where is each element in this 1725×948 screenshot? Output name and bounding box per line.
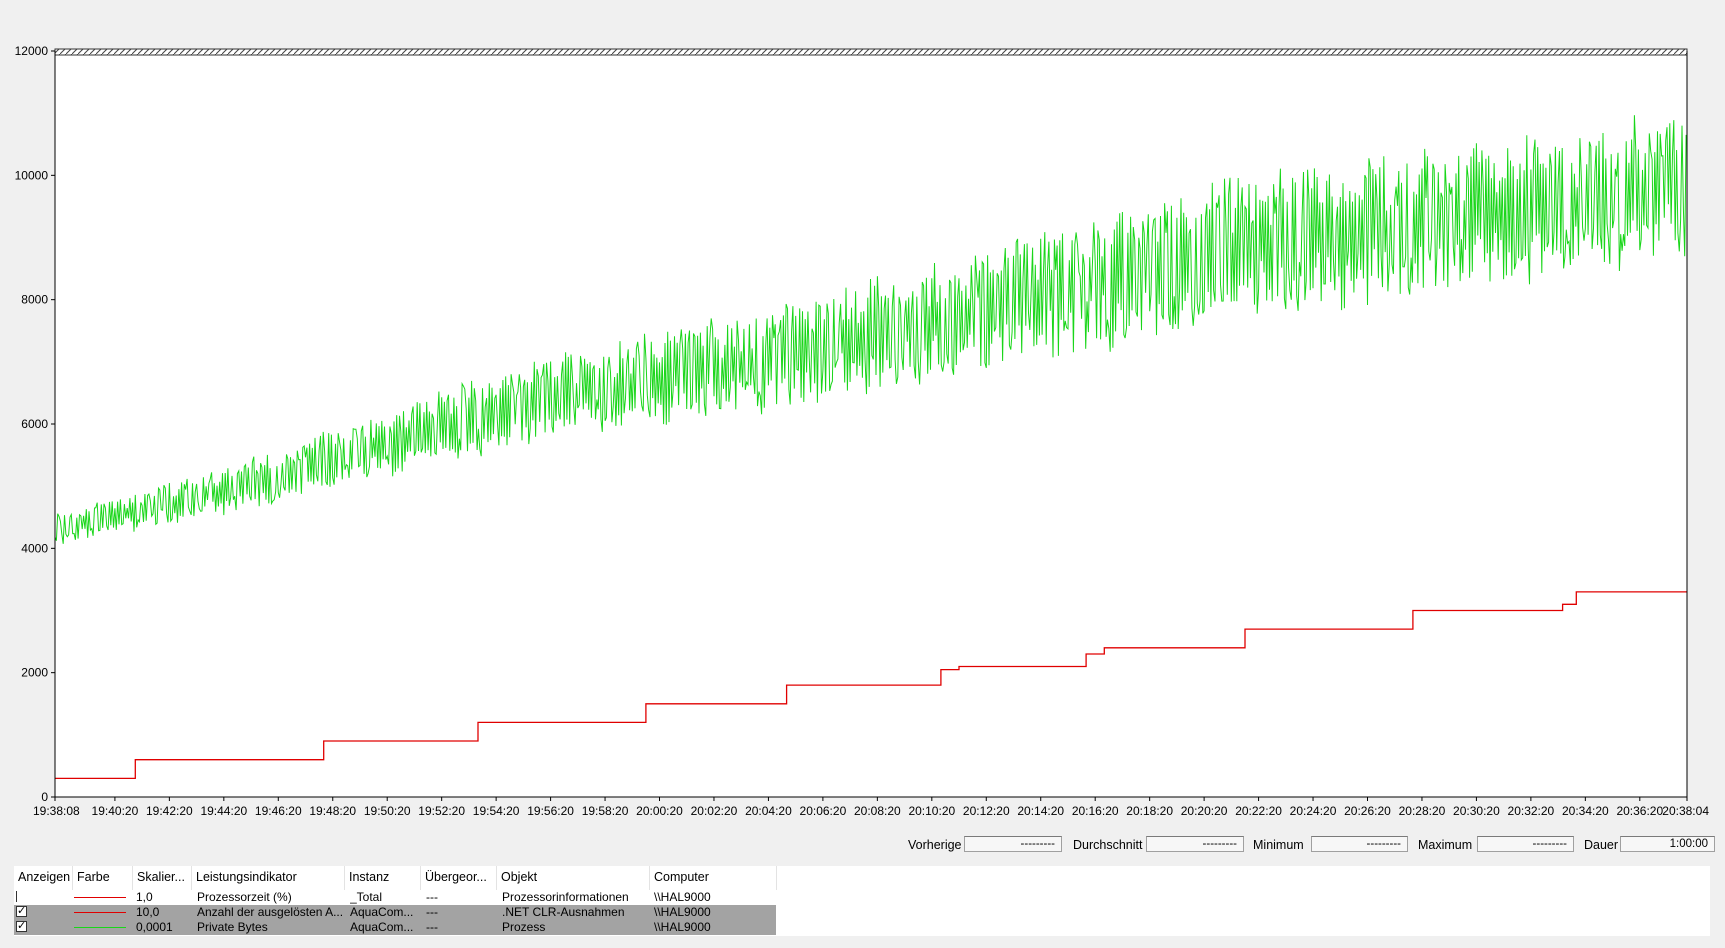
- minimum-value: ---------: [1311, 836, 1408, 852]
- instance-cell: AquaCom...: [350, 920, 414, 934]
- column-header-instance[interactable]: Instanz: [345, 866, 421, 890]
- x-tick-label: 20:36:20: [1616, 804, 1663, 818]
- counter-row-private-bytes[interactable]: ✓ 0,0001 Private Bytes AquaCom... --- Pr…: [14, 920, 776, 935]
- computer-cell: \\HAL9000: [654, 920, 711, 934]
- performance-chart[interactable]: 0 2000 4000 6000 8000 10000 12000 19:38:08 19:4…: [0, 0, 1725, 820]
- column-header-parent[interactable]: Übergeor...: [421, 866, 497, 890]
- counter-cell: Private Bytes: [197, 920, 268, 934]
- previous-label: Vorherige: [908, 838, 962, 852]
- x-tick-label: 19:50:20: [364, 804, 411, 818]
- x-tick-label: 20:38:04: [1662, 804, 1709, 818]
- y-tick-label: 8000: [21, 293, 48, 307]
- color-swatch: [74, 927, 126, 928]
- x-tick-label: 19:40:20: [92, 804, 139, 818]
- y-axis: 0 2000 4000 6000 8000 10000 12000: [15, 44, 55, 804]
- color-swatch: [74, 912, 126, 913]
- x-tick-label: 19:54:20: [473, 804, 520, 818]
- computer-cell: \\HAL9000: [654, 905, 711, 919]
- parent-cell: ---: [426, 890, 438, 904]
- counter-row-processor-time[interactable]: 1,0 Prozessorzeit (%) _Total --- Prozess…: [14, 890, 776, 905]
- previous-value: ---------: [964, 836, 1062, 852]
- x-tick-label: 19:46:20: [255, 804, 302, 818]
- y-tick-label: 12000: [15, 44, 49, 58]
- series-line-exceptions: [55, 591, 1687, 780]
- counter-cell: Anzahl der ausgelösten A...: [197, 905, 342, 919]
- statistics-bar: Vorherige --------- Durchschnitt -------…: [0, 834, 1725, 856]
- x-tick-label: 20:28:20: [1399, 804, 1446, 818]
- show-checkbox[interactable]: ✓: [16, 920, 27, 932]
- x-tick-label: 19:44:20: [200, 804, 247, 818]
- plot-area: [55, 51, 1687, 797]
- object-cell: .NET CLR-Ausnahmen: [502, 905, 625, 919]
- x-tick-label: 19:42:20: [146, 804, 193, 818]
- y-tick-label: 6000: [21, 417, 48, 431]
- x-tick-label: 20:16:20: [1072, 804, 1119, 818]
- y-tick-label: 10000: [15, 168, 49, 182]
- maximum-label: Maximum: [1418, 838, 1473, 852]
- y-tick-label: 4000: [21, 541, 48, 555]
- computer-cell: \\HAL9000: [654, 890, 711, 904]
- counter-row-exceptions[interactable]: ✓ 10,0 Anzahl der ausgelösten A... AquaC…: [14, 905, 776, 920]
- instance-cell: _Total: [350, 890, 383, 904]
- column-header-show[interactable]: Anzeigen: [14, 866, 73, 890]
- maximum-value: ---------: [1477, 836, 1574, 852]
- average-value: ---------: [1146, 836, 1244, 852]
- duration-label: Dauer: [1584, 838, 1619, 852]
- x-tick-label: 20:34:20: [1562, 804, 1609, 818]
- x-axis: 19:38:08 19:40:20 19:42:20 19:44:20 19:46:20…: [33, 797, 1709, 818]
- x-tick-label: 20:14:20: [1017, 804, 1064, 818]
- counter-list[interactable]: Anzeigen Farbe Skalier... Leistungsindik…: [14, 866, 1710, 936]
- counter-cell: Prozessorzeit (%): [197, 890, 292, 904]
- average-label: Durchschnitt: [1073, 838, 1143, 852]
- object-cell: Prozess: [502, 920, 546, 934]
- x-tick-label: 20:20:20: [1181, 804, 1228, 818]
- column-header-counter[interactable]: Leistungsindikator: [192, 866, 345, 890]
- x-tick-label: 19:52:20: [418, 804, 465, 818]
- show-checkbox[interactable]: [16, 891, 18, 902]
- chart-canvas[interactable]: 0 2000 4000 6000 8000 10000 12000 19:38:08 19:4…: [0, 0, 1725, 820]
- column-header-color[interactable]: Farbe: [73, 866, 133, 890]
- counter-list-header: Anzeigen Farbe Skalier... Leistungsindik…: [14, 866, 777, 890]
- instance-cell: AquaCom...: [350, 905, 414, 919]
- x-tick-label: 20:32:20: [1508, 804, 1555, 818]
- x-tick-label: 19:58:20: [582, 804, 629, 818]
- x-tick-label: 20:10:20: [908, 804, 955, 818]
- x-tick-label: 19:48:20: [309, 804, 356, 818]
- x-tick-label: 20:02:20: [691, 804, 738, 818]
- scale-cell: 0,0001: [136, 920, 173, 934]
- x-tick-label: 19:38:08: [33, 804, 80, 818]
- column-header-computer[interactable]: Computer: [650, 866, 777, 890]
- x-tick-label: 20:04:20: [745, 804, 792, 818]
- series-layer: [54, 115, 1687, 780]
- x-tick-label: 20:00:20: [636, 804, 683, 818]
- x-tick-label: 20:22:20: [1235, 804, 1282, 818]
- minimum-label: Minimum: [1253, 838, 1304, 852]
- duration-value: 1:00:00: [1620, 836, 1715, 852]
- y-tick-label: 0: [41, 790, 48, 804]
- x-tick-label: 20:24:20: [1290, 804, 1337, 818]
- scale-cell: 1,0: [136, 890, 153, 904]
- x-tick-label: 19:56:20: [527, 804, 574, 818]
- overflow-hatch-band: [54, 48, 1688, 56]
- color-swatch: [74, 897, 126, 898]
- y-tick-label: 2000: [21, 666, 48, 680]
- x-tick-label: 20:12:20: [963, 804, 1010, 818]
- x-tick-label: 20:26:20: [1344, 804, 1391, 818]
- parent-cell: ---: [426, 905, 438, 919]
- show-checkbox[interactable]: ✓: [16, 905, 27, 917]
- x-tick-label: 20:18:20: [1126, 804, 1173, 818]
- column-header-scale[interactable]: Skalier...: [133, 866, 192, 890]
- column-header-object[interactable]: Objekt: [497, 866, 650, 890]
- scale-cell: 10,0: [136, 905, 160, 919]
- x-tick-label: 20:08:20: [854, 804, 901, 818]
- x-tick-label: 20:06:20: [800, 804, 847, 818]
- parent-cell: ---: [426, 920, 438, 934]
- object-cell: Prozessorinformationen: [502, 890, 629, 904]
- series-line-private-bytes: [54, 115, 1687, 544]
- x-tick-label: 20:30:20: [1453, 804, 1500, 818]
